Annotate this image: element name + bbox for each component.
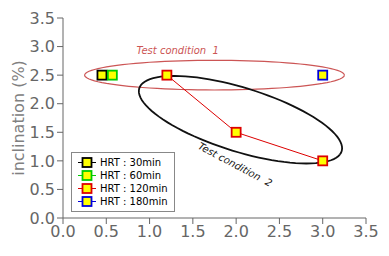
svg-text:Test condition 1: Test condition 1 xyxy=(137,45,219,56)
svg-text:1.5: 1.5 xyxy=(30,123,55,142)
svg-text:2.0: 2.0 xyxy=(30,94,55,113)
svg-text:3.0: 3.0 xyxy=(310,222,335,241)
html-text:HRT : 180min: HRT : 180min xyxy=(100,196,168,207)
svg-text:1.5: 1.5 xyxy=(180,222,205,241)
svg-text:1.0: 1.0 xyxy=(137,222,162,241)
svg-text:0.5: 0.5 xyxy=(30,180,55,199)
svg-text:0.0: 0.0 xyxy=(50,222,76,242)
svg-text:3.0: 3.0 xyxy=(30,37,55,56)
svg-text:0.0: 0.0 xyxy=(30,209,55,228)
svg-text:1.0: 1.0 xyxy=(30,152,55,171)
svg-text:2.5: 2.5 xyxy=(30,66,55,85)
svg-text:Test condition 2: Test condition 2 xyxy=(196,140,274,188)
svg-text:2.0: 2.0 xyxy=(223,222,248,241)
svg-text:3.5: 3.5 xyxy=(30,9,55,28)
svg-text:2.5: 2.5 xyxy=(267,222,292,241)
html-text:HRT : 120min: HRT : 120min xyxy=(100,183,168,194)
svg-text:0.5: 0.5 xyxy=(94,222,119,241)
html-text:HRT : 60min: HRT : 60min xyxy=(100,170,162,181)
svg-text:3.5: 3.5 xyxy=(353,222,378,241)
html-text:HRT : 30min: HRT : 30min xyxy=(100,157,162,168)
svg-text:inclination (%): inclination (%) xyxy=(9,60,28,176)
